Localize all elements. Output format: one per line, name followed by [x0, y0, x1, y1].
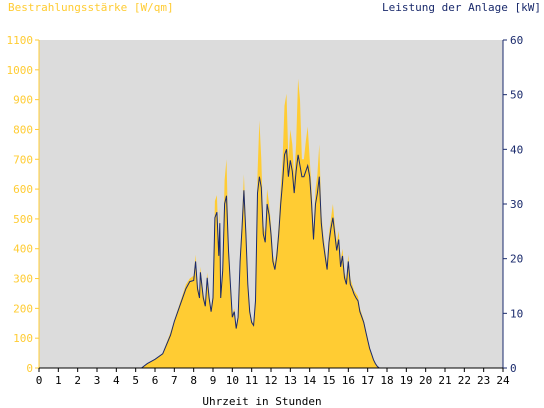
- left-tick-label: 700: [13, 153, 33, 166]
- x-tick-label: 23: [477, 374, 490, 387]
- left-axis-title: Bestrahlungsstärke [W/qm]: [8, 1, 174, 14]
- left-tick-label: 0: [26, 362, 33, 375]
- x-tick-label: 8: [190, 374, 197, 387]
- x-tick-label: 2: [74, 374, 81, 387]
- x-tick-label: 7: [171, 374, 178, 387]
- left-tick-label: 200: [13, 302, 33, 315]
- right-tick-label: 20: [510, 253, 523, 266]
- right-tick-label: 60: [510, 34, 523, 47]
- x-tick-label: 14: [303, 374, 317, 387]
- x-tick-label: 17: [361, 374, 374, 387]
- left-tick-label: 500: [13, 213, 33, 226]
- x-tick-label: 6: [152, 374, 159, 387]
- right-tick-label: 0: [510, 362, 517, 375]
- left-tick-label: 300: [13, 273, 33, 286]
- x-tick-label: 13: [284, 374, 297, 387]
- power-line: [141, 149, 413, 369]
- x-tick-label: 19: [400, 374, 413, 387]
- left-tick-label: 1000: [7, 64, 34, 77]
- axes-layer: 0100200300400500600700800900100011000102…: [7, 34, 524, 387]
- x-tick-label: 9: [210, 374, 217, 387]
- series-layer: [141, 78, 413, 369]
- x-tick-label: 18: [380, 374, 393, 387]
- x-tick-label: 3: [94, 374, 101, 387]
- x-tick-label: 1: [55, 374, 62, 387]
- x-tick-label: 24: [496, 374, 510, 387]
- x-tick-label: 11: [245, 374, 258, 387]
- x-tick-label: 12: [264, 374, 277, 387]
- left-tick-label: 1100: [7, 34, 34, 47]
- x-tick-label: 10: [226, 374, 239, 387]
- x-tick-label: 15: [322, 374, 335, 387]
- left-tick-label: 800: [13, 123, 33, 136]
- x-axis-title: Uhrzeit in Stunden: [202, 395, 321, 408]
- x-tick-label: 22: [458, 374, 471, 387]
- x-tick-label: 0: [36, 374, 43, 387]
- left-tick-label: 900: [13, 94, 33, 107]
- right-tick-label: 30: [510, 198, 523, 211]
- x-tick-label: 4: [113, 374, 120, 387]
- right-tick-label: 40: [510, 143, 523, 156]
- left-tick-label: 100: [13, 332, 33, 345]
- right-tick-label: 10: [510, 307, 523, 320]
- x-tick-label: 5: [132, 374, 139, 387]
- left-tick-label: 600: [13, 183, 33, 196]
- x-tick-label: 20: [419, 374, 432, 387]
- x-tick-label: 16: [342, 374, 355, 387]
- right-tick-label: 50: [510, 89, 523, 102]
- left-tick-label: 400: [13, 243, 33, 256]
- right-axis-title: Leistung der Anlage [kW]: [382, 1, 541, 14]
- x-tick-label: 21: [438, 374, 451, 387]
